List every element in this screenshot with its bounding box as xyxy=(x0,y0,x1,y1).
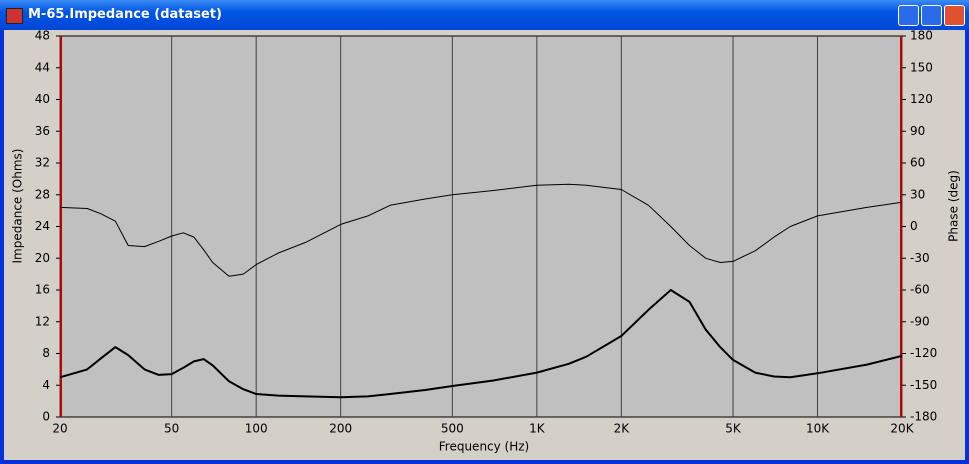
y2-tick-label: -30 xyxy=(910,251,930,265)
y-tick-label: 44 xyxy=(35,60,50,74)
y2-axis-label: Phase (deg) xyxy=(947,170,961,242)
y2-tick-label: 60 xyxy=(910,156,925,170)
x-tick-label: 20 xyxy=(52,422,67,436)
y-tick-label: 0 xyxy=(42,410,50,424)
y2-tick-label: 180 xyxy=(910,29,933,43)
close-button[interactable] xyxy=(944,5,965,26)
x-tick-label: 2K xyxy=(614,422,631,436)
y-tick-label: 24 xyxy=(35,219,50,233)
y-axis-label: Impedance (Ohms) xyxy=(11,149,25,264)
x-tick-label: 500 xyxy=(441,422,464,436)
y2-tick-label: -150 xyxy=(910,378,937,392)
y2-tick-label: -90 xyxy=(910,314,930,328)
y-tick-label: 40 xyxy=(35,92,50,106)
y2-tick-label: -180 xyxy=(910,410,937,424)
y2-tick-label: 90 xyxy=(910,124,925,138)
window-title: M-65.Impedance (dataset) xyxy=(28,7,222,22)
y-tick-label: 12 xyxy=(35,314,50,328)
y2-tick-label: 30 xyxy=(910,187,925,201)
y2-tick-label: -60 xyxy=(910,283,930,297)
y-tick-label: 8 xyxy=(42,346,50,360)
x-tick-label: 200 xyxy=(329,422,352,436)
series-line xyxy=(59,289,903,399)
plot-area xyxy=(59,35,903,418)
y-tick-label: 20 xyxy=(35,251,50,265)
maximize-button[interactable] xyxy=(921,5,942,26)
x-tick-label: 10K xyxy=(806,422,830,436)
series-line xyxy=(59,183,903,277)
y-tick-label: 36 xyxy=(35,124,50,138)
y2-tick-label: 0 xyxy=(910,219,918,233)
x-axis-label: Frequency (Hz) xyxy=(439,440,530,454)
y2-tick-label: 120 xyxy=(910,92,933,106)
y2-tick-label: -120 xyxy=(910,346,937,360)
x-tick-label: 5K xyxy=(725,422,742,436)
y-tick-label: 16 xyxy=(35,283,50,297)
y-tick-label: 32 xyxy=(35,156,50,170)
x-tick-label: 100 xyxy=(245,422,268,436)
y-tick-label: 4 xyxy=(42,378,50,392)
y-tick-label: 28 xyxy=(35,187,50,201)
y2-tick-label: 150 xyxy=(910,60,933,74)
title-bar: M-65.Impedance (dataset) xyxy=(0,0,969,30)
y-tick-label: 48 xyxy=(35,29,50,43)
x-tick-label: 20K xyxy=(890,422,914,436)
app-icon xyxy=(6,8,23,24)
minimize-button[interactable] xyxy=(898,5,919,26)
x-tick-label: 1K xyxy=(529,422,546,436)
x-tick-label: 50 xyxy=(164,422,179,436)
